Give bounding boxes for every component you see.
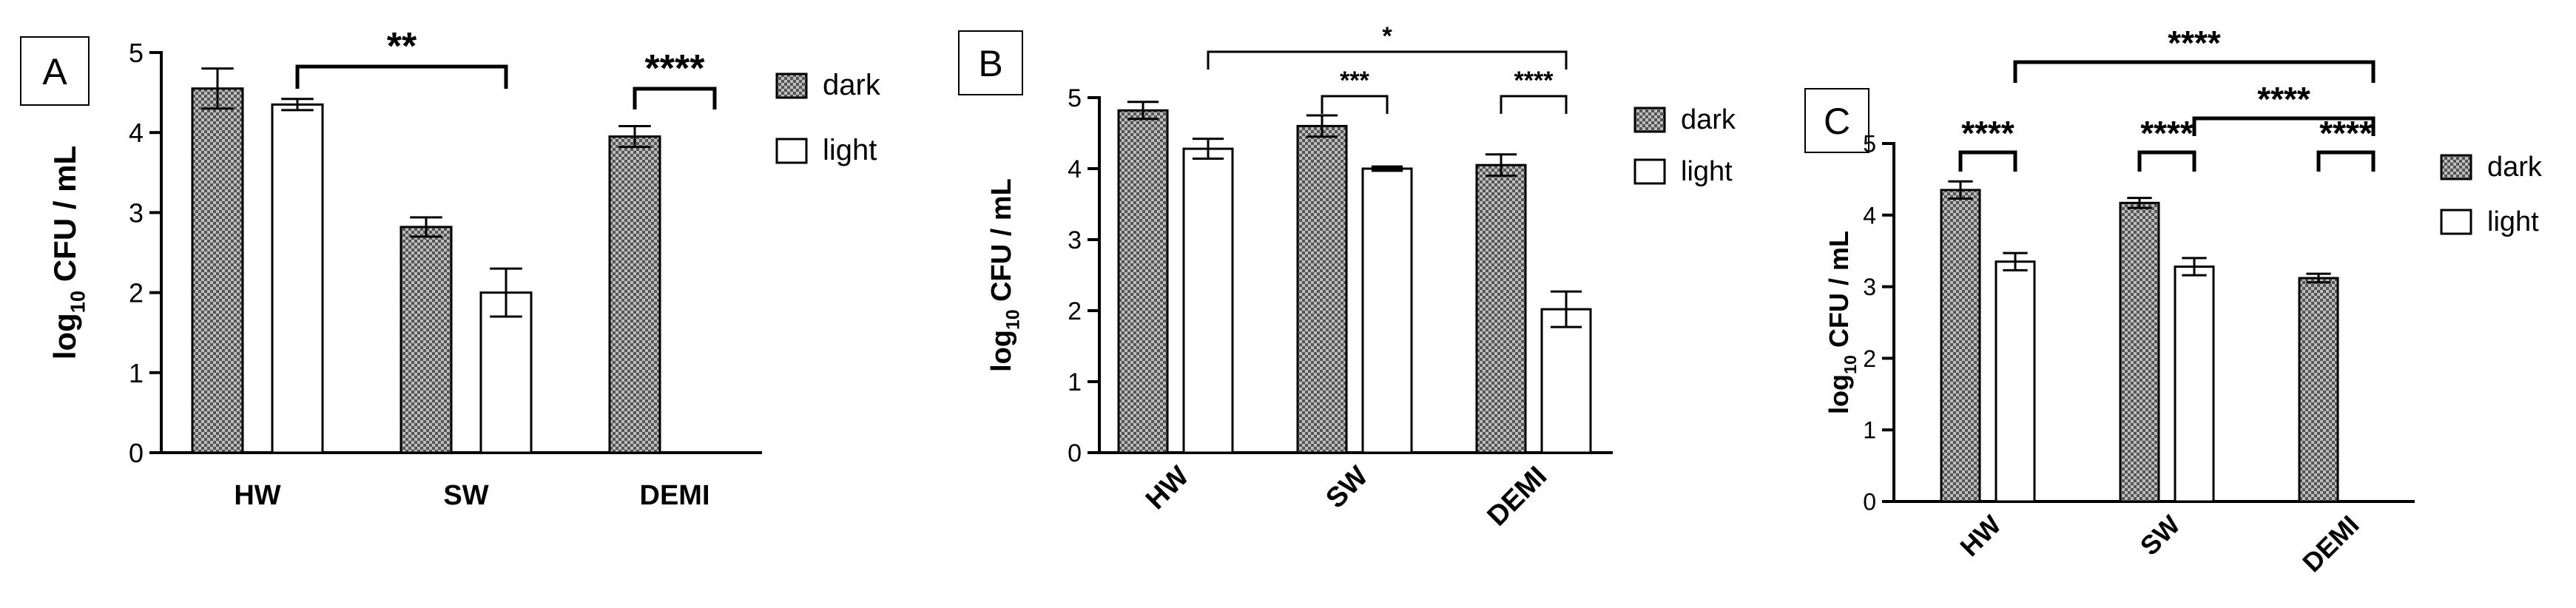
significance-bracket [2013, 60, 2376, 83]
panel-label-box [20, 36, 90, 106]
bar-dark-DEMI [1475, 163, 1527, 454]
y-axis-label-sub: 10 [1003, 309, 1023, 329]
panel-label: C [1824, 101, 1850, 142]
category-label: SW [443, 480, 488, 511]
significance-label: **** [1961, 114, 2014, 152]
legend-label-dark: dark [1681, 104, 1736, 135]
category-label: HW [1140, 461, 1196, 516]
bar-dark-HW [191, 87, 244, 454]
category-label: HW [234, 480, 280, 511]
y-tick-label: 2 [1863, 345, 1876, 372]
y-tick-label: 5 [1863, 131, 1876, 158]
legend-label-dark: dark [823, 69, 881, 101]
significance-bracket [2316, 150, 2376, 172]
significance-bracket [633, 87, 717, 109]
significance-label: **** [2168, 24, 2221, 62]
bar-light-HW [1995, 260, 2036, 503]
significance-bracket [1207, 50, 1568, 70]
significance-label: **** [1514, 67, 1554, 95]
y-tick-label: 4 [1068, 155, 1082, 183]
significance-label: *** [1340, 67, 1369, 95]
legend-swatch-light [775, 138, 808, 164]
category-label: DEMI [640, 480, 710, 511]
y-tick-label: 5 [129, 38, 144, 68]
bar-dark-DEMI [608, 135, 661, 454]
significance-label: **** [645, 47, 706, 90]
category-label: HW [1954, 510, 2006, 562]
bar-dark-SW [1296, 124, 1348, 454]
y-tick-label: 3 [1863, 274, 1876, 300]
y-axis-label: log10 CFU / mL [47, 146, 90, 359]
significance-label: **** [2257, 80, 2310, 118]
y-tick-label: 3 [1068, 226, 1082, 254]
significance-label: **** [2319, 114, 2373, 152]
y-tick-label: 0 [1863, 489, 1876, 516]
y-tick-label: 2 [129, 278, 144, 308]
bar-dark-HW [1117, 109, 1169, 454]
bar-light-SW [1361, 167, 1413, 454]
bar-dark-DEMI [2298, 277, 2339, 503]
y-tick-label: 1 [1863, 417, 1876, 444]
bar-dark-SW [2119, 201, 2160, 503]
y-axis-label-unit: CFU / mL [1824, 231, 1854, 355]
legend-label-light: light [823, 134, 877, 166]
panel-label-box [1804, 88, 1869, 153]
category-label: DEMI [2296, 510, 2365, 578]
category-label: SW [2134, 510, 2186, 561]
y-axis-label-log: log [47, 313, 82, 359]
y-tick-label: 1 [1068, 368, 1082, 396]
y-axis-label-unit: CFU / mL [986, 178, 1017, 309]
y-tick-label: 5 [1068, 84, 1082, 112]
category-label: SW [1320, 461, 1374, 515]
y-tick-label: 4 [1863, 202, 1876, 229]
significance-bracket [1500, 95, 1568, 114]
category-label: DEMI [1481, 461, 1553, 533]
significance-bracket [2137, 150, 2196, 172]
bar-dark-HW [1940, 189, 1981, 503]
legend-swatch-dark [2440, 154, 2472, 180]
y-tick-label: 2 [1068, 297, 1082, 325]
y-tick-label: 3 [129, 197, 144, 228]
panel-label: B [978, 43, 1002, 84]
significance-bracket [1958, 150, 2017, 172]
y-axis-label-unit: CFU / mL [47, 146, 82, 291]
panel-label-box [958, 30, 1023, 95]
bar-light-HW [1182, 147, 1234, 454]
bar-light-DEMI [1540, 308, 1592, 454]
y-axis-label: log10 CFU / mL [986, 178, 1023, 372]
significance-bracket [295, 64, 508, 89]
y-axis-label: log10 CFU / mL [1824, 231, 1860, 414]
bar-dark-SW [399, 226, 453, 454]
y-axis-label-log: log [1824, 374, 1854, 414]
y-axis-label-sub: 10 [1841, 355, 1860, 374]
legend-swatch-dark [775, 72, 808, 99]
legend-swatch-light [1633, 158, 1666, 185]
significance-label: * [1382, 22, 1392, 50]
legend-label-light: light [2487, 206, 2539, 237]
bar-light-SW [2174, 265, 2215, 503]
legend-swatch-dark [1633, 107, 1666, 133]
significance-bracket [2192, 116, 2376, 136]
significance-label: **** [2140, 114, 2194, 152]
significance-bracket [1321, 95, 1389, 114]
significance-label: ** [387, 25, 417, 68]
y-tick-label: 4 [129, 118, 144, 148]
y-axis-label-sub: 10 [67, 291, 90, 313]
legend-label-light: light [1681, 156, 1733, 187]
bar-light-SW [479, 291, 533, 454]
y-tick-label: 0 [1068, 439, 1082, 467]
y-tick-label: 0 [129, 438, 144, 468]
y-tick-label: 1 [129, 358, 144, 388]
legend-swatch-light [2440, 209, 2472, 235]
panel-label: A [42, 51, 67, 92]
bar-light-HW [271, 103, 324, 454]
legend-label-dark: dark [2487, 152, 2543, 183]
y-axis-label-log: log [986, 330, 1017, 372]
